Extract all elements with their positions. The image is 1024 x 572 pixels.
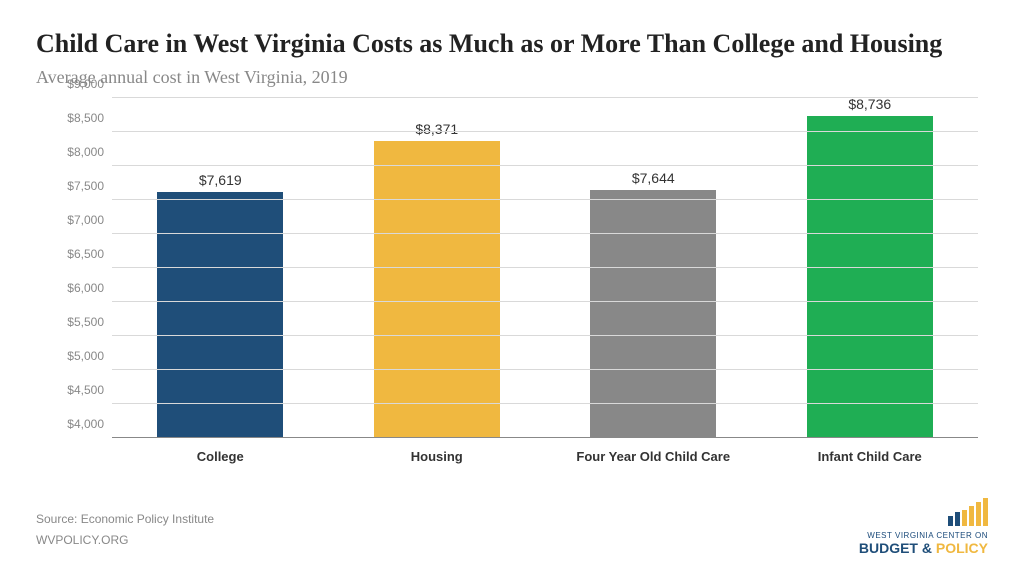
x-axis-label: Four Year Old Child Care [558, 449, 749, 464]
y-tick-label: $6,000 [67, 281, 104, 295]
logo-top-text: WEST VIRGINIA CENTER ON [859, 531, 988, 540]
gridline [112, 165, 978, 166]
logo-bar-icon [962, 510, 967, 526]
gridline [112, 199, 978, 200]
y-tick-label: $4,500 [67, 383, 104, 397]
logo: WEST VIRGINIA CENTER ON BUDGET & POLICY [859, 498, 988, 556]
logo-bar-icon [948, 516, 953, 526]
bar [157, 192, 283, 438]
bar-group: $7,644 [558, 170, 749, 438]
y-tick-label: $8,500 [67, 111, 104, 125]
y-tick-label: $4,000 [67, 417, 104, 431]
chart-subtitle: Average annual cost in West Virginia, 20… [36, 67, 988, 88]
y-tick-label: $6,500 [67, 247, 104, 261]
footer: Source: Economic Policy Institute WVPOLI… [36, 509, 214, 552]
logo-main-text: BUDGET & POLICY [859, 540, 988, 556]
y-axis: $4,000 $4,500 $5,000 $5,500 $6,000 $6,500 $7,0… [56, 98, 112, 438]
logo-budget: BUDGET [859, 540, 918, 556]
bar [374, 141, 500, 438]
logo-bars-icon [948, 498, 988, 526]
gridline [112, 403, 978, 404]
logo-amp: & [918, 540, 936, 556]
footer-url: WVPOLICY.ORG [36, 530, 214, 552]
y-tick-label: $7,000 [67, 213, 104, 227]
y-tick-label: $8,000 [67, 145, 104, 159]
bars-container: $7,619 $8,371 $7,644 $8,736 [112, 98, 978, 438]
logo-bar-icon [955, 512, 960, 526]
x-axis-label: Infant Child Care [774, 449, 965, 464]
gridline [112, 267, 978, 268]
gridline [112, 301, 978, 302]
gridline [112, 97, 978, 98]
y-tick-label: $5,000 [67, 349, 104, 363]
y-tick-label: $9,000 [67, 77, 104, 91]
gridline [112, 369, 978, 370]
x-axis-label: College [125, 449, 316, 464]
bar-group: $8,371 [341, 121, 532, 438]
logo-policy: POLICY [936, 540, 988, 556]
logo-bar-icon [976, 502, 981, 526]
axis-baseline [112, 437, 978, 438]
gridline [112, 233, 978, 234]
bar-value-label: $8,736 [848, 96, 891, 112]
y-tick-label: $7,500 [67, 179, 104, 193]
x-axis-labels: College Housing Four Year Old Child Care In… [112, 449, 978, 464]
gridline [112, 335, 978, 336]
bar-value-label: $7,644 [632, 170, 675, 186]
bar-value-label: $7,619 [199, 172, 242, 188]
chart-title: Child Care in West Virginia Costs as Muc… [36, 28, 988, 59]
bar [590, 190, 716, 438]
bar-value-label: $8,371 [415, 121, 458, 137]
logo-bar-icon [983, 498, 988, 526]
logo-bar-icon [969, 506, 974, 526]
bar-group: $7,619 [125, 172, 316, 438]
gridline [112, 131, 978, 132]
plot-area: $7,619 $8,371 $7,644 $8,736 [112, 98, 978, 438]
chart-area: $4,000 $4,500 $5,000 $5,500 $6,000 $6,500 $7,0… [56, 98, 978, 458]
x-axis-label: Housing [341, 449, 532, 464]
source-text: Source: Economic Policy Institute [36, 509, 214, 531]
y-tick-label: $5,500 [67, 315, 104, 329]
